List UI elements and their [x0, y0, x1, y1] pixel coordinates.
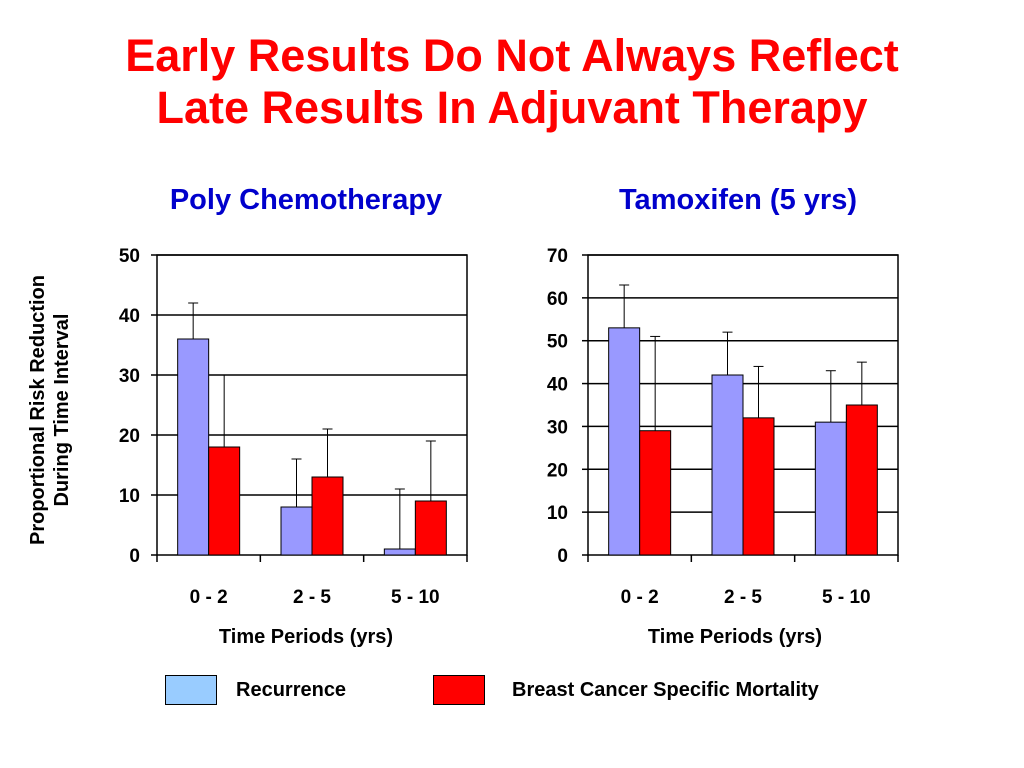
chart-1-xlabel: Time Periods (yrs) [219, 626, 393, 648]
chart-2-ytick-label-50: 50 [547, 332, 568, 353]
chart-2-category-label-2: 5 - 10 [822, 587, 871, 608]
chart-2-ytick-label-40: 40 [547, 375, 568, 396]
chart-1-bar-mortality-2 [414, 500, 447, 556]
legend-swatch-mortality [433, 675, 485, 705]
chart-2-ytick-label-10: 10 [547, 503, 568, 524]
chart-2-ytick-label-20: 20 [547, 460, 568, 481]
chart-1-bar-mortality-1 [311, 476, 344, 556]
chart-2-bar-recurrence-2 [814, 421, 847, 556]
chart-2-bar-mortality-0 [639, 430, 672, 556]
chart-1-ytick-label-50: 50 [119, 246, 140, 267]
chart-1-ytick-label-10: 10 [119, 486, 140, 507]
chart-2-title: Tamoxifen (5 yrs) [619, 184, 857, 216]
chart-2-bar-mortality-1 [742, 417, 775, 556]
chart-1-ytick-label-40: 40 [119, 306, 140, 327]
legend-swatch-recurrence [165, 675, 217, 705]
chart-1-title: Poly Chemotherapy [169, 184, 443, 216]
chart-2-ytick-label-60: 60 [547, 289, 568, 310]
chart-2-bar-recurrence-0 [608, 327, 641, 556]
slide-title: Early Results Do Not Always Reflect Late… [0, 30, 1024, 134]
chart-1-ytick-label-30: 30 [119, 366, 140, 387]
chart-2-ytick-label-70: 70 [547, 246, 568, 267]
legend-label-recurrence: Recurrence [236, 679, 347, 701]
chart-2-category-label-1: 2 - 5 [724, 587, 762, 608]
chart-2-bar-mortality-2 [845, 404, 878, 556]
chart-1-bar-recurrence-2 [383, 548, 416, 556]
chart-1-ytick-label-0: 0 [129, 546, 140, 567]
chart-2-ytick-label-30: 30 [547, 417, 568, 438]
chart-1-bar-recurrence-1 [280, 506, 313, 556]
chart-1-category-label-2: 5 - 10 [391, 587, 440, 608]
chart-1-category-label-0: 0 - 2 [190, 587, 228, 608]
chart-2-bar-recurrence-1 [711, 374, 744, 556]
chart-2-category-label-0: 0 - 2 [621, 587, 659, 608]
legend-label-mortality: Breast Cancer Specific Mortality [512, 679, 819, 701]
chart-1-bar-recurrence-0 [177, 338, 210, 556]
chart-1-category-label-1: 2 - 5 [293, 587, 331, 608]
chart-2-ytick-label-0: 0 [557, 546, 568, 567]
chart-2-xlabel: Time Periods (yrs) [648, 626, 822, 648]
chart-1-bar-mortality-0 [208, 446, 241, 556]
title-line-1: Early Results Do Not Always Reflect [125, 30, 899, 81]
chart-1-ytick-label-20: 20 [119, 426, 140, 447]
title-line-2: Late Results In Adjuvant Therapy [156, 82, 868, 133]
